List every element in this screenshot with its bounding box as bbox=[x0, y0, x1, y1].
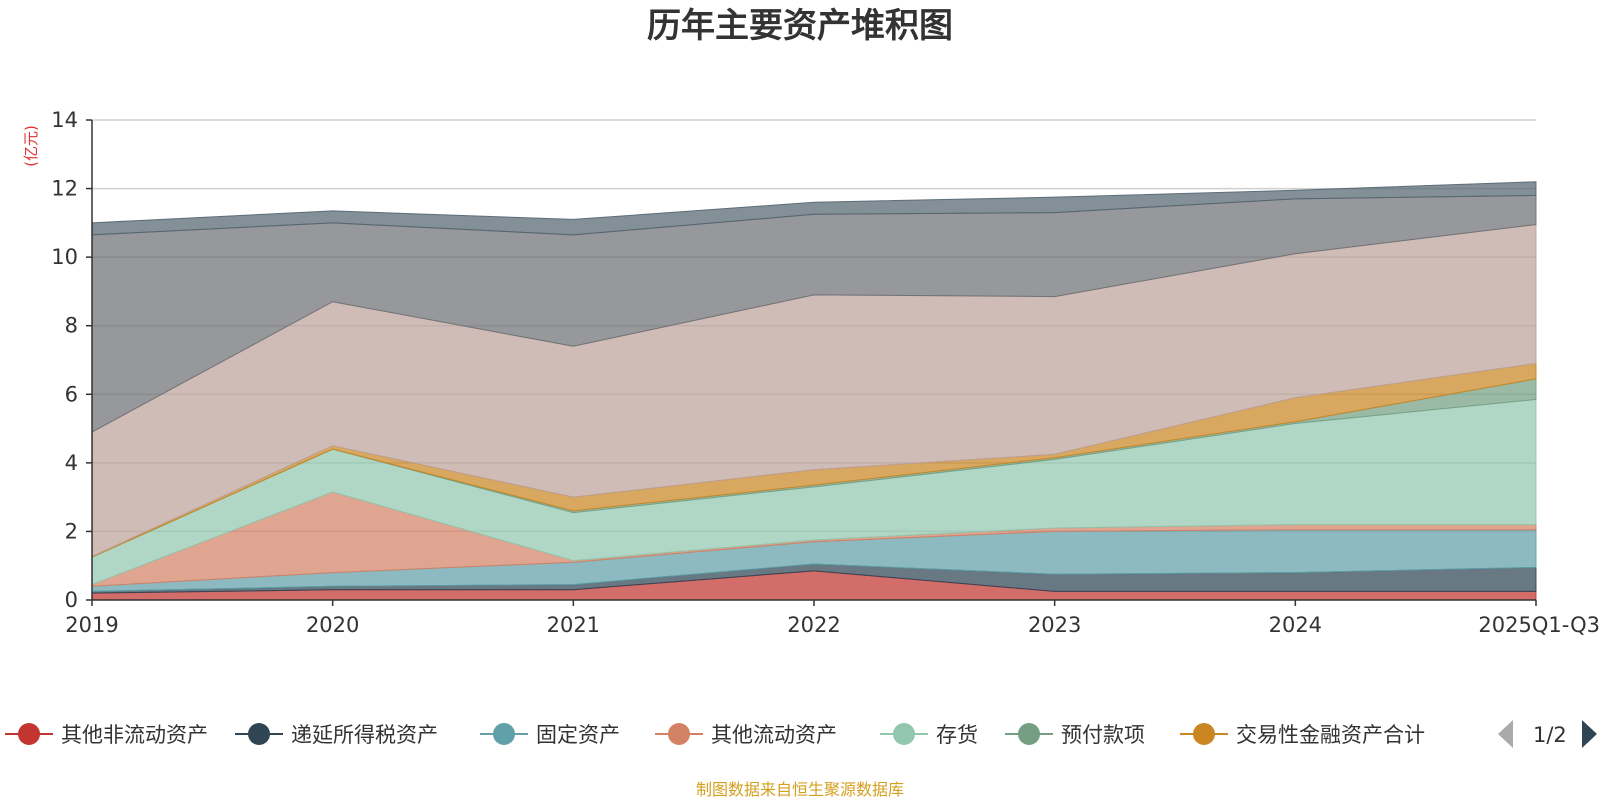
legend-swatch-marker bbox=[1193, 723, 1215, 745]
y-tick-label: 14 bbox=[51, 108, 78, 132]
x-tick-label: 2025Q1-Q3 bbox=[1478, 613, 1600, 637]
legend-prev-page-icon[interactable] bbox=[1498, 720, 1513, 748]
legend-page-indicator: 1/2 bbox=[1533, 723, 1567, 747]
area-series-9 bbox=[91, 181, 1537, 236]
x-tick-label: 2020 bbox=[306, 613, 359, 637]
x-tick-label: 2022 bbox=[787, 613, 840, 637]
legend-item-0[interactable]: 其他非流动资产 bbox=[5, 723, 208, 747]
y-tick-label: 2 bbox=[65, 519, 78, 543]
y-tick-label: 10 bbox=[51, 245, 78, 269]
legend-label: 固定资产 bbox=[536, 723, 620, 747]
y-axis-unit-label: (亿元) bbox=[22, 125, 40, 167]
legend-item-3[interactable]: 其他流动资产 bbox=[655, 723, 837, 747]
legend-swatch-marker bbox=[18, 723, 40, 745]
legend-swatch-marker bbox=[893, 723, 915, 745]
legend-item-5[interactable]: 预付款项 bbox=[1005, 723, 1145, 747]
y-tick-label: 8 bbox=[65, 314, 78, 338]
legend-swatch-marker bbox=[1018, 723, 1040, 745]
x-tick-label: 2023 bbox=[1028, 613, 1081, 637]
legend-item-2[interactable]: 固定资产 bbox=[480, 723, 620, 747]
legend-swatch-marker bbox=[248, 723, 270, 745]
legend-label: 预付款项 bbox=[1061, 723, 1145, 747]
area-series bbox=[91, 181, 1537, 601]
x-tick-label: 2024 bbox=[1269, 613, 1322, 637]
legend-swatch-marker bbox=[493, 723, 515, 745]
legend-pager: 1/2 bbox=[1498, 720, 1597, 748]
legend-next-page-icon[interactable] bbox=[1582, 720, 1597, 748]
y-tick-label: 6 bbox=[65, 382, 78, 406]
y-tick-label: 12 bbox=[51, 177, 78, 201]
x-tick-label: 2021 bbox=[547, 613, 600, 637]
legend-label: 其他流动资产 bbox=[711, 723, 837, 747]
legend-label: 交易性金融资产合计 bbox=[1236, 723, 1425, 747]
y-tick-label: 0 bbox=[65, 588, 78, 612]
legend-item-6[interactable]: 交易性金融资产合计 bbox=[1180, 723, 1425, 747]
legend-label: 其他非流动资产 bbox=[61, 723, 208, 747]
legend-label: 递延所得税资产 bbox=[291, 723, 438, 747]
x-tick-label: 2019 bbox=[65, 613, 118, 637]
y-tick-label: 4 bbox=[65, 451, 78, 475]
legend-swatch-marker bbox=[668, 723, 690, 745]
chart-title: 历年主要资产堆积图 bbox=[647, 6, 953, 46]
data-source-note: 制图数据来自恒生聚源数据库 bbox=[696, 780, 904, 799]
axes: 0 2 4 6 8 10 12 14 2019 2020 2021 2022 2023 2024 2025Q… bbox=[51, 108, 1600, 637]
legend-label: 存货 bbox=[936, 723, 978, 747]
legend-item-1[interactable]: 递延所得税资产 bbox=[235, 723, 438, 747]
legend-item-4[interactable]: 存货 bbox=[880, 723, 978, 747]
legend: 其他非流动资产 递延所得税资产 固定资产 其他流动资产 存货 预付款项 交易性金融资产合计 1… bbox=[5, 720, 1597, 748]
